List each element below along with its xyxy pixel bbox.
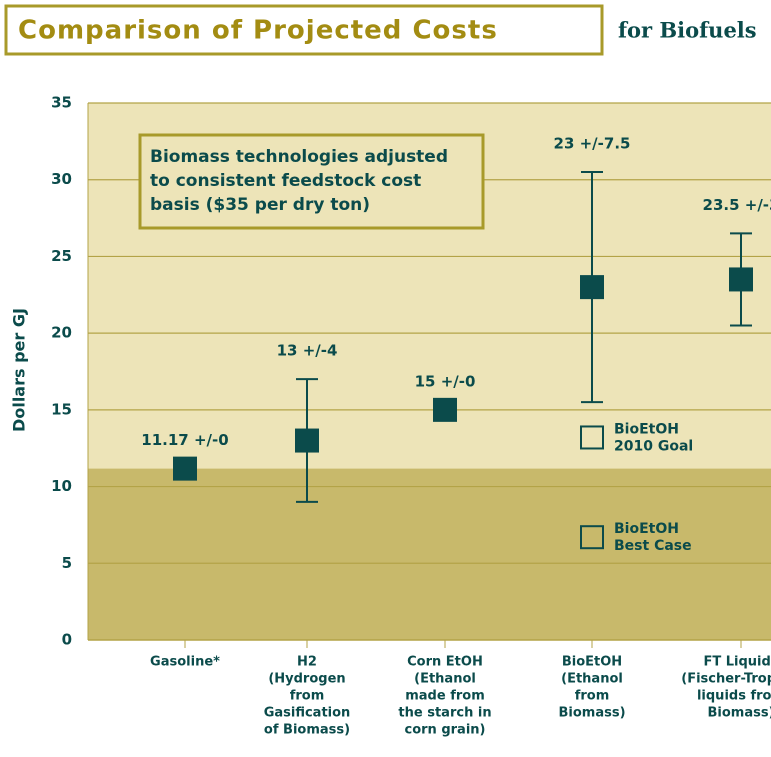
x-tick-label: the starch in: [398, 706, 491, 721]
point-label: BioEtOH: [614, 521, 679, 537]
x-tick-label: corn grain): [405, 723, 486, 738]
x-tick-label: Corn EtOH: [407, 655, 483, 670]
y-tick-label: 15: [51, 400, 72, 418]
value-label: 23.5 +/-3: [703, 196, 771, 214]
x-tick-label: Biomass): [558, 706, 625, 721]
x-tick-label: from: [575, 689, 610, 704]
annotation-line: to consistent feedstock cost: [150, 171, 421, 191]
x-tick-label: FT Liquids: [703, 655, 771, 670]
gasoline-band: [88, 468, 771, 640]
x-tick-label: liquids from: [697, 689, 771, 704]
x-tick-label: Biomass): [707, 706, 771, 721]
marker: [173, 456, 197, 481]
x-tick-label: from: [290, 689, 325, 704]
x-tick-label: made from: [405, 689, 485, 704]
y-tick-label: 10: [51, 477, 72, 495]
marker: [580, 275, 604, 300]
y-tick-label: 5: [62, 554, 72, 572]
x-tick-label: (Hydrogen: [268, 672, 345, 687]
hollow-marker: [580, 525, 604, 550]
y-tick-label: 20: [51, 324, 72, 342]
marker: [433, 397, 457, 422]
x-tick-label: H2: [297, 655, 317, 670]
value-label: 13 +/-4: [277, 342, 338, 360]
y-axis-label: Dollars per GJ: [10, 308, 29, 432]
point-label: 2010 Goal: [614, 438, 693, 454]
hollow-marker: [580, 425, 604, 450]
x-tick-label: Gasification: [264, 706, 351, 721]
y-tick-label: 35: [51, 94, 72, 112]
annotation-box: [138, 133, 485, 230]
value-label: 23 +/-7.5: [554, 135, 631, 153]
point-label: Best Case: [614, 538, 692, 554]
chart-title: Comparison of Projected Costs: [18, 16, 498, 46]
value-label: 11.17 +/-0: [141, 431, 228, 449]
y-tick-label: 25: [51, 247, 72, 265]
x-tick-label: (Fischer-Tropsch: [681, 672, 771, 687]
title-box: [4, 4, 604, 56]
value-label: 15 +/-0: [415, 372, 476, 390]
x-tick-label: BioEtOH: [562, 655, 622, 670]
x-tick-label: (Ethanol: [561, 672, 623, 687]
annotation-line: basis ($35 per dry ton): [150, 195, 370, 215]
chart-subtitle: for Biofuels: [618, 18, 757, 43]
annotation-line: Biomass technologies adjusted: [150, 147, 448, 167]
y-tick-label: 0: [62, 631, 72, 649]
point-label: BioEtOH: [614, 421, 679, 437]
x-tick-label: of Biomass): [264, 723, 350, 738]
marker: [729, 267, 753, 292]
x-tick-label: (Ethanol: [414, 672, 476, 687]
y-tick-label: 30: [51, 170, 72, 188]
marker: [295, 428, 319, 453]
x-tick-label: Gasoline*: [150, 655, 220, 670]
